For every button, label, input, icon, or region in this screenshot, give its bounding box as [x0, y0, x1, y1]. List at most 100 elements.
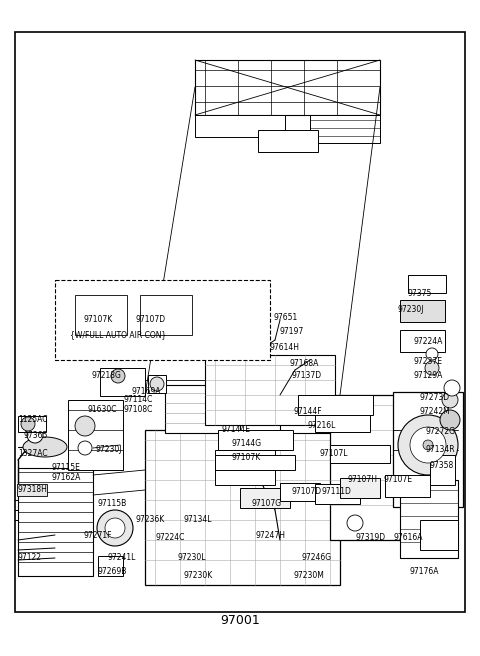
Bar: [205, 355, 335, 425]
Bar: [400, 300, 445, 322]
Ellipse shape: [442, 392, 458, 408]
Ellipse shape: [23, 437, 67, 457]
Bar: [17, 484, 47, 496]
Text: 97269B: 97269B: [98, 567, 127, 577]
Text: 97169A: 97169A: [132, 388, 161, 396]
Bar: [165, 385, 330, 433]
Ellipse shape: [410, 427, 446, 463]
Bar: [420, 520, 458, 550]
Ellipse shape: [425, 361, 439, 375]
Bar: [340, 478, 380, 498]
Text: 97318H: 97318H: [18, 485, 48, 493]
Text: 97144F: 97144F: [293, 407, 322, 415]
Ellipse shape: [21, 417, 35, 431]
Text: 97358: 97358: [429, 461, 453, 470]
Text: 97107D: 97107D: [135, 316, 165, 325]
Text: 97162A: 97162A: [51, 474, 80, 483]
Text: 97271F: 97271F: [84, 531, 112, 541]
Text: 97134R: 97134R: [426, 445, 456, 453]
Text: 97107L: 97107L: [320, 449, 348, 459]
Ellipse shape: [150, 377, 164, 391]
Bar: [330, 445, 390, 463]
Text: 97115E: 97115E: [51, 462, 80, 472]
Text: 97365: 97365: [24, 432, 48, 440]
Bar: [55, 280, 270, 360]
Ellipse shape: [426, 348, 438, 360]
Text: 97001: 97001: [220, 613, 260, 626]
Bar: [15, 32, 465, 612]
Bar: [408, 275, 446, 293]
Ellipse shape: [78, 441, 92, 455]
Text: 97107K: 97107K: [84, 316, 113, 325]
Text: 91630C: 91630C: [88, 405, 118, 415]
Text: 97137D: 97137D: [291, 371, 321, 380]
Ellipse shape: [105, 518, 125, 538]
Text: 97651: 97651: [273, 312, 297, 321]
Bar: [215, 450, 275, 485]
Text: 97115B: 97115B: [98, 499, 127, 508]
Bar: [430, 455, 455, 485]
Bar: [75, 295, 127, 335]
Text: 97230J: 97230J: [397, 304, 423, 314]
Bar: [140, 295, 192, 335]
Text: 97230J: 97230J: [96, 445, 122, 453]
Text: 97129A: 97129A: [413, 371, 443, 380]
Text: 97614H: 97614H: [270, 342, 300, 352]
Text: 97107H: 97107H: [347, 474, 377, 483]
Text: 97273D: 97273D: [420, 392, 450, 401]
Text: 97230K: 97230K: [183, 571, 212, 581]
Bar: [18, 416, 46, 432]
Bar: [145, 430, 340, 585]
Text: 97144E: 97144E: [222, 424, 251, 434]
Ellipse shape: [97, 510, 133, 546]
Bar: [280, 483, 320, 501]
Text: 97272G: 97272G: [426, 426, 456, 436]
Ellipse shape: [75, 416, 95, 436]
Bar: [195, 115, 285, 137]
Text: 97375: 97375: [408, 289, 432, 298]
Bar: [195, 60, 380, 115]
Bar: [400, 480, 458, 558]
Text: 97236K: 97236K: [136, 514, 165, 523]
Bar: [315, 410, 370, 432]
Text: 97242M: 97242M: [420, 407, 451, 415]
Ellipse shape: [423, 440, 433, 450]
Text: 97111D: 97111D: [322, 487, 352, 495]
Text: {W/FULL AUTO AIR CON}: {W/FULL AUTO AIR CON}: [70, 331, 167, 340]
Ellipse shape: [347, 515, 363, 531]
Text: 97197: 97197: [279, 327, 303, 335]
Text: 97114C: 97114C: [124, 394, 154, 403]
Text: 97176A: 97176A: [410, 567, 440, 577]
Text: 97107E: 97107E: [383, 474, 412, 483]
Ellipse shape: [444, 380, 460, 396]
Ellipse shape: [398, 415, 458, 475]
Text: 97216L: 97216L: [307, 422, 336, 430]
Text: 97122: 97122: [18, 552, 42, 562]
Ellipse shape: [111, 369, 125, 383]
Bar: [18, 468, 93, 576]
Text: 97107D: 97107D: [292, 487, 322, 495]
Bar: [218, 430, 293, 450]
Ellipse shape: [440, 410, 460, 430]
Bar: [148, 375, 166, 393]
Bar: [258, 130, 318, 152]
Text: 97144G: 97144G: [231, 438, 261, 447]
Text: 97107G: 97107G: [251, 499, 281, 508]
Bar: [400, 330, 445, 352]
Bar: [385, 475, 430, 497]
Text: 97224A: 97224A: [413, 337, 443, 346]
Text: 97237E: 97237E: [413, 358, 442, 367]
Text: 97241L: 97241L: [107, 554, 135, 562]
Ellipse shape: [27, 427, 43, 443]
Text: 1125AC: 1125AC: [18, 415, 48, 424]
Text: 97218G: 97218G: [92, 371, 122, 380]
Bar: [310, 115, 380, 143]
Text: 97108C: 97108C: [124, 405, 154, 415]
Bar: [415, 440, 450, 456]
Bar: [68, 400, 123, 470]
Bar: [298, 395, 373, 415]
Text: 97230M: 97230M: [293, 571, 324, 581]
Bar: [215, 455, 295, 470]
Text: 97319D: 97319D: [355, 533, 385, 541]
Bar: [98, 556, 123, 576]
